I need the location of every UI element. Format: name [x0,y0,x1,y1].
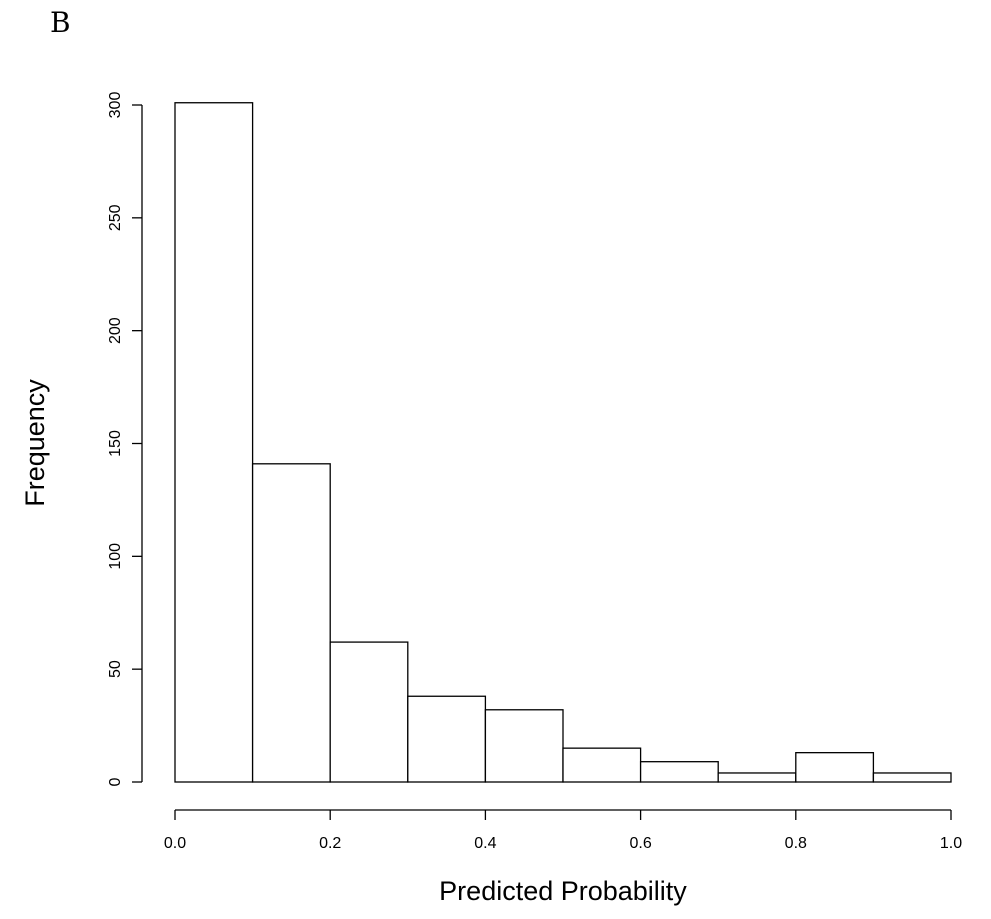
x-tick-label: 0.0 [164,835,186,852]
histogram-bar [484,709,564,783]
y-tick-label: 0 [107,777,124,786]
histogram-bar [795,752,875,783]
y-tick-label: 50 [107,660,124,678]
y-axis: 0 50 100 150 200 250 300 [107,92,143,786]
histogram-bar [251,463,331,783]
y-tick-label: 200 [107,317,124,344]
x-axis: 0.0 0.2 0.4 0.6 0.8 1.0 [164,809,962,852]
y-tick-label: 150 [107,430,124,457]
x-tick-label: 0.8 [785,835,807,852]
y-tick-label: 300 [107,92,124,119]
histogram-bar [872,772,952,783]
panel-label: B [50,6,71,39]
x-tick-label: 0.2 [319,835,341,852]
histogram-bar [174,102,254,783]
x-axis-title: Predicted Probability [439,876,687,906]
histogram-bar [717,772,797,783]
histogram-bar [329,641,409,783]
histogram-bar [407,695,487,783]
histogram-bar [562,747,642,783]
y-axis-title: Frequency [20,379,50,507]
x-tick-label: 0.4 [474,835,496,852]
bars-group [174,102,952,783]
x-tick-label: 1.0 [940,835,962,852]
y-tick-label: 100 [107,543,124,570]
x-tick-label: 0.6 [629,835,651,852]
histogram-bar [639,761,719,783]
y-tick-label: 250 [107,204,124,231]
